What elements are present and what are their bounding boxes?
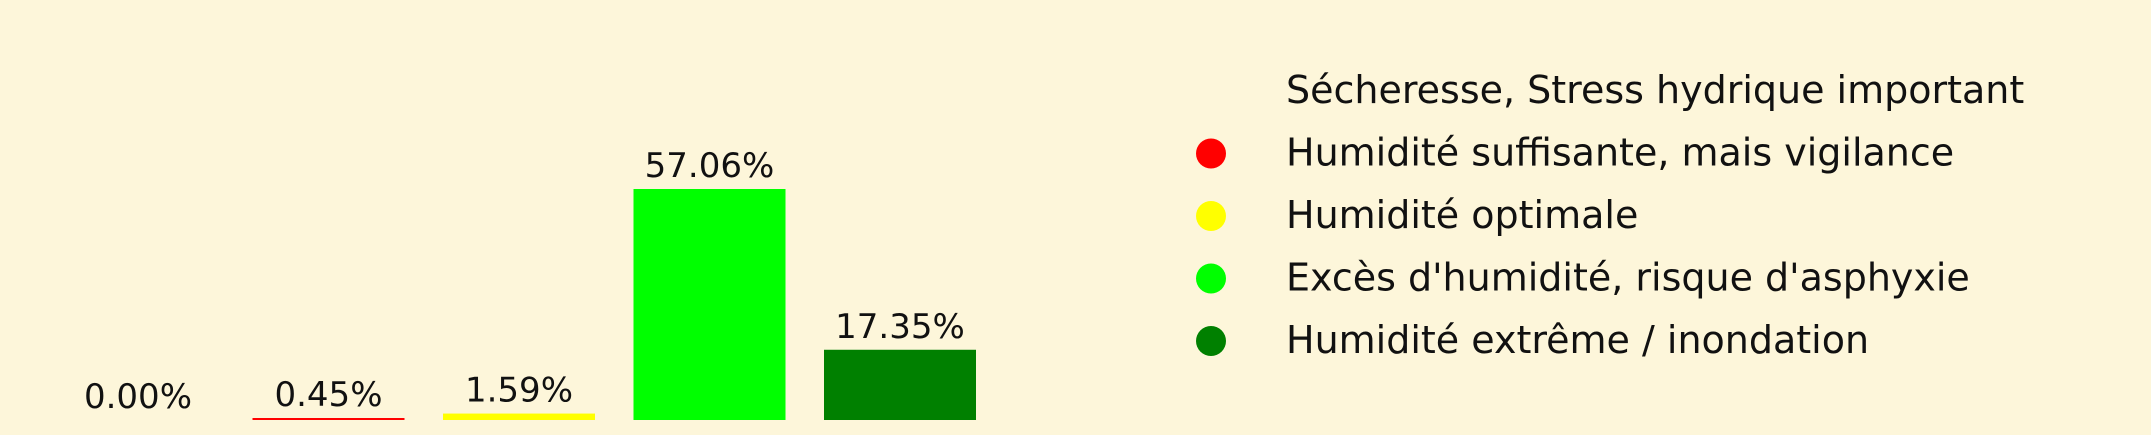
value-label-3: 1.59% [465,371,573,411]
legend-marker-1 [1196,76,1226,106]
legend-marker-2 [1196,138,1226,169]
value-label-5: 17.35% [835,307,965,347]
legend-label-5: Humidité extrême / inondation [1286,318,1869,362]
legend-marker-3 [1196,201,1226,231]
legend-marker-4 [1196,263,1226,294]
bar-5 [824,349,976,420]
bars-group [252,189,976,420]
legend-marker-5 [1196,326,1226,356]
legend: Sécheresse, Stress hydrique important Hum… [1196,68,2024,362]
value-label-2: 0.45% [274,375,382,415]
value-label-1: 0.00% [84,377,192,417]
bar-4 [633,189,786,420]
legend-label-2: Humidité suffisante, mais vigilance [1286,131,1954,175]
bar-3 [443,413,595,420]
legend-label-4: Excès d'humidité, risque d'asphyxie [1286,256,1970,300]
legend-label-1: Sécheresse, Stress hydrique important [1286,68,2024,112]
value-labels-group: 0.00% 0.45% 1.59% 57.06% 17.35% [84,146,965,417]
bar-2 [252,418,405,420]
value-label-4: 57.06% [645,146,775,186]
legend-label-3: Humidité optimale [1286,193,1638,237]
